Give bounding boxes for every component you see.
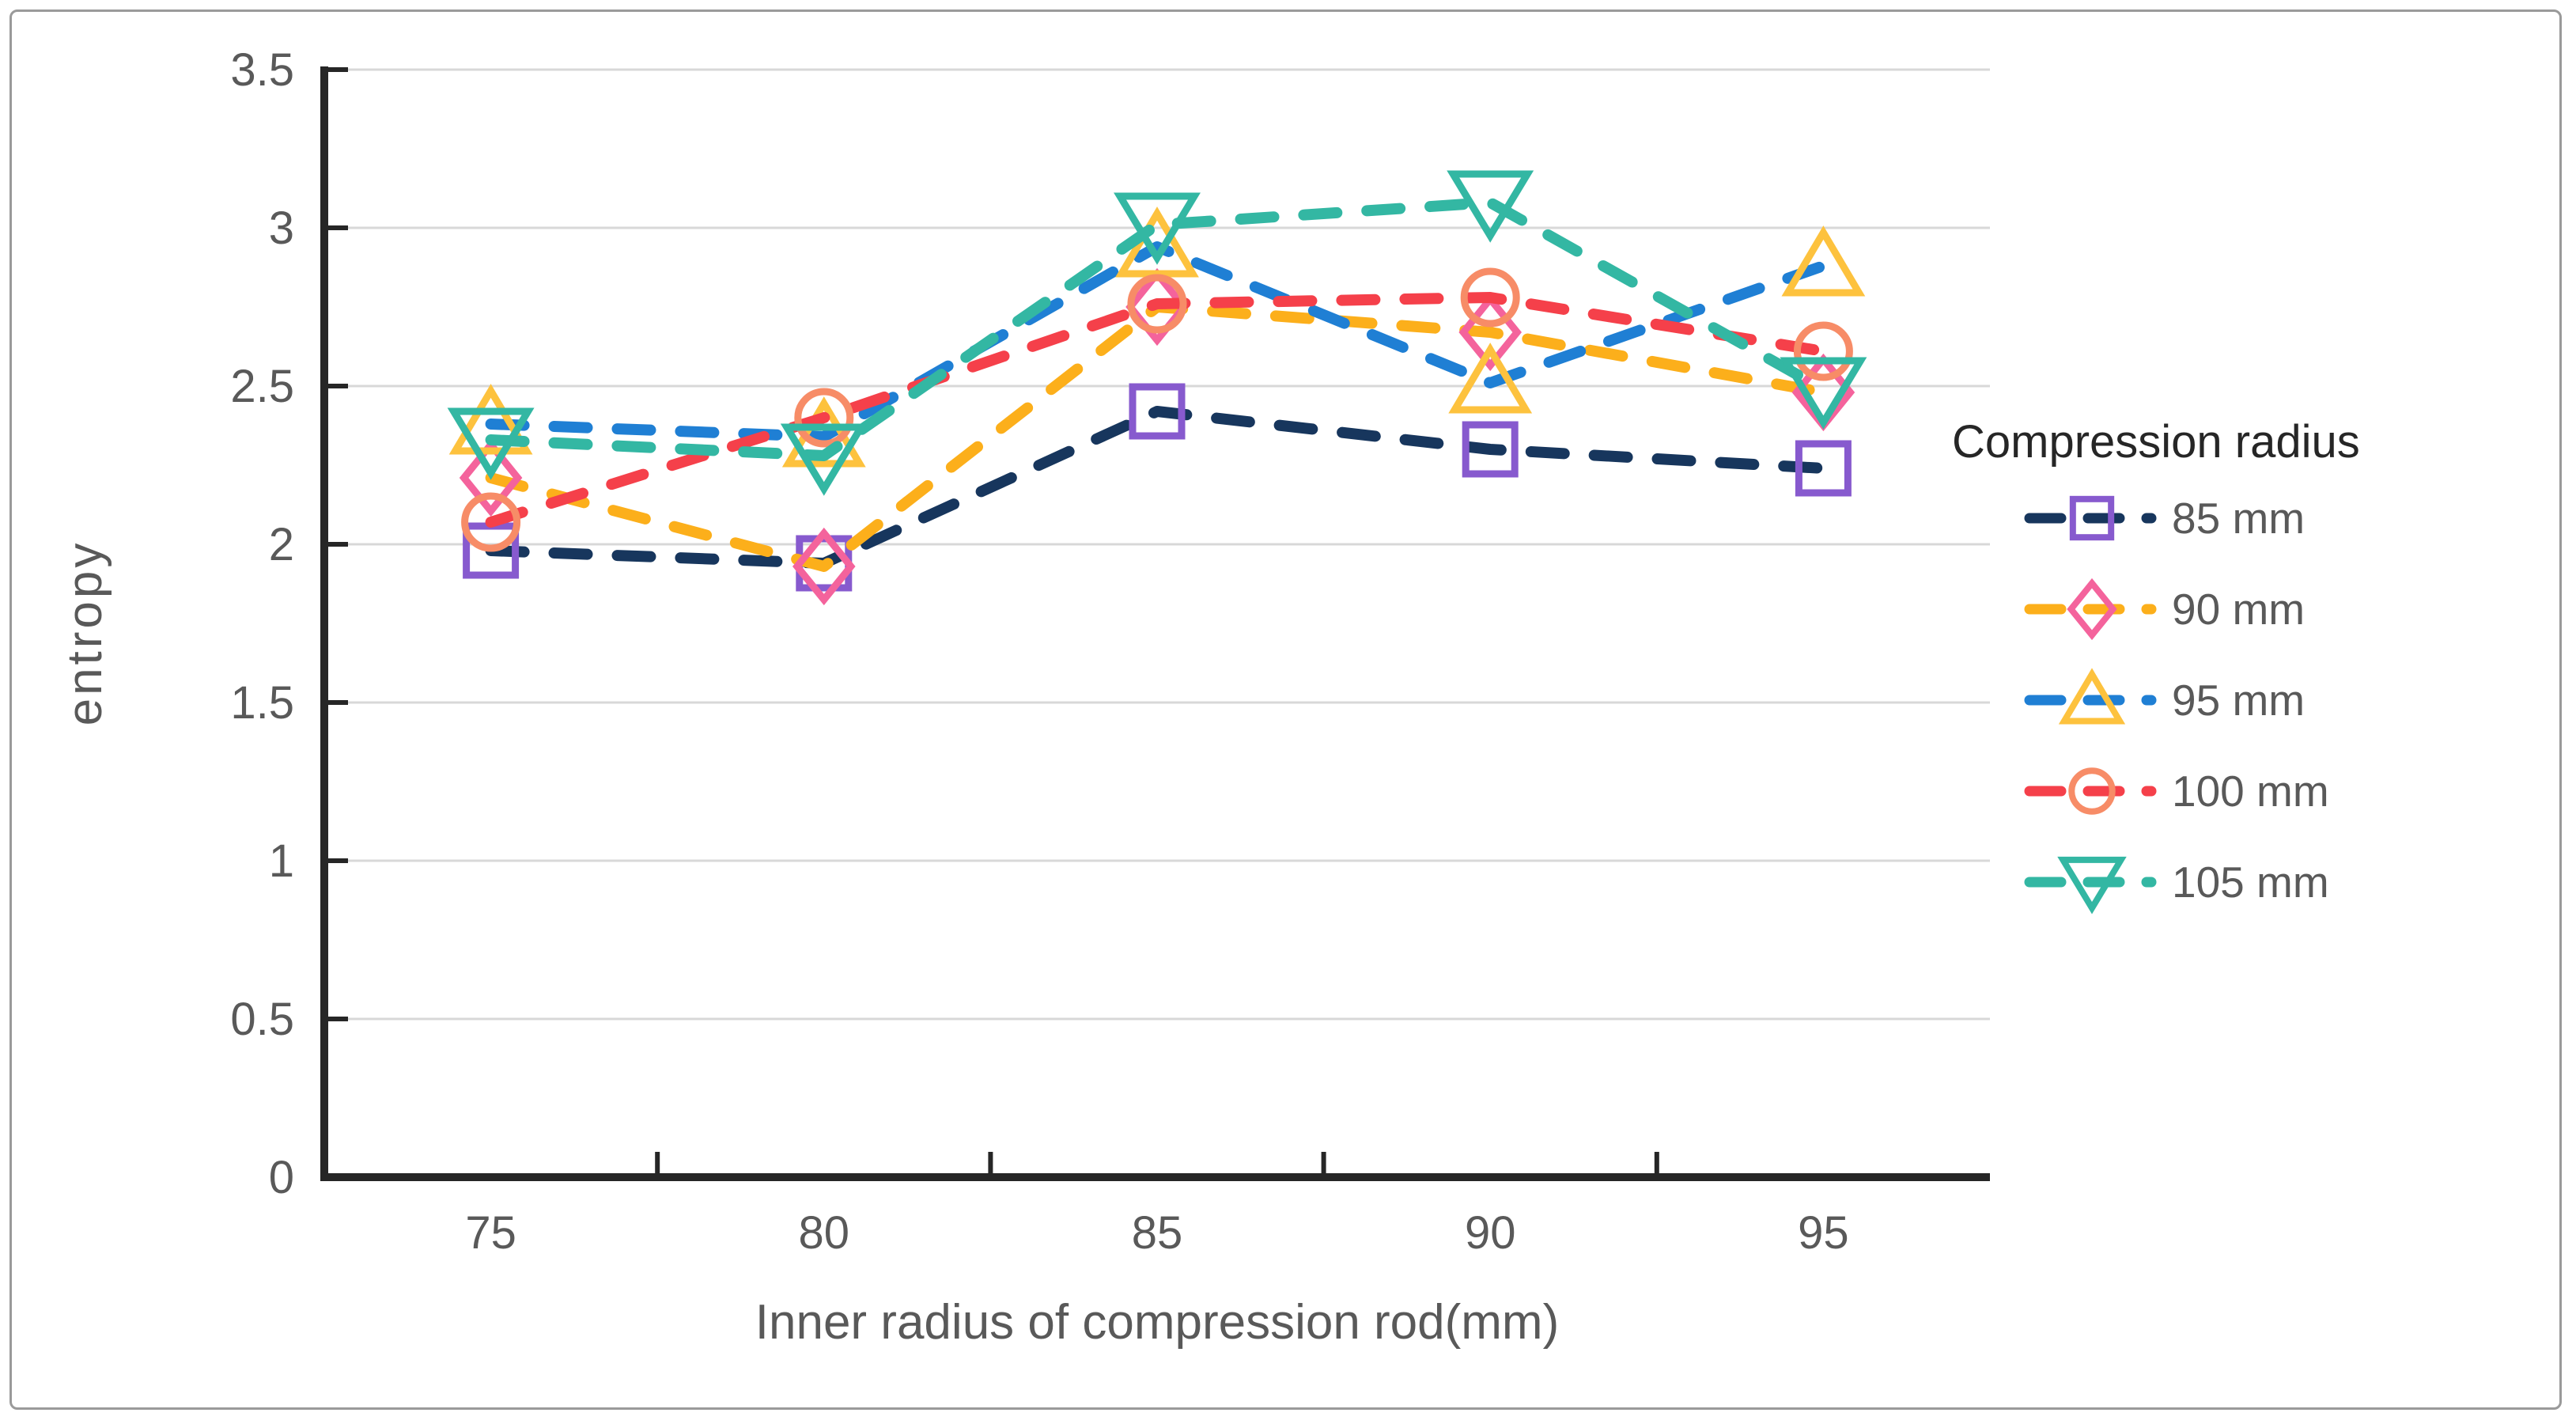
data-point-marker-105-mm — [1780, 357, 1867, 430]
data-point-marker-105-mm — [780, 423, 868, 496]
data-point-marker-95-mm — [448, 384, 533, 455]
x-tick-label: 80 — [799, 1207, 850, 1259]
y-tick-label: 1.5 — [230, 677, 294, 729]
data-point-marker-90-mm — [459, 438, 523, 517]
data-point-marker-95-mm — [1781, 225, 1866, 297]
legend-marker-90-mm — [2067, 578, 2117, 641]
data-point-marker-105-mm — [1114, 192, 1201, 265]
y-axis-title: entropy — [58, 540, 112, 726]
legend-label-90-mm: 90 mm — [2172, 585, 2305, 634]
x-tick-label: 95 — [1798, 1207, 1849, 1259]
legend-marker-85-mm — [2069, 495, 2115, 541]
legend-title: Compression radius — [1952, 416, 2360, 468]
x-axis-title: Inner radius of compression rod(mm) — [755, 1295, 1559, 1350]
legend-label-100-mm: 100 mm — [2172, 767, 2329, 816]
series-line-95-mm — [485, 241, 1829, 442]
legend-label-95-mm: 95 mm — [2172, 676, 2305, 725]
series-line-100-mm — [485, 292, 1829, 528]
y-tick-label: 2.5 — [230, 361, 294, 412]
x-tick-label: 90 — [1465, 1207, 1516, 1259]
series-line-85-mm — [485, 406, 1829, 569]
data-point-marker-100-mm — [794, 388, 854, 448]
data-point-marker-100-mm — [1460, 267, 1520, 328]
y-tick-label: 3.5 — [230, 44, 294, 96]
legend-label-105-mm: 105 mm — [2172, 858, 2329, 907]
data-point-marker-85-mm — [1795, 440, 1852, 497]
data-point-marker-95-mm — [1448, 343, 1533, 414]
y-tick-label: 0 — [269, 1152, 294, 1203]
y-tick-label: 3 — [269, 203, 294, 254]
data-point-marker-105-mm — [1447, 170, 1534, 243]
data-point-marker-85-mm — [1462, 421, 1519, 478]
legend-marker-100-mm — [2068, 767, 2116, 815]
y-tick-label: 2 — [269, 519, 294, 570]
data-point-marker-85-mm — [1129, 383, 1186, 440]
x-tick-label: 85 — [1132, 1207, 1183, 1259]
legend-marker-95-mm — [2058, 668, 2126, 725]
series-line-105-mm — [485, 197, 1829, 461]
data-point-marker-90-mm — [1458, 293, 1522, 372]
data-point-marker-90-mm — [1125, 267, 1189, 347]
y-tick-label: 1 — [269, 835, 294, 887]
x-tick-label: 75 — [465, 1207, 516, 1259]
y-tick-label: 0.5 — [230, 994, 294, 1045]
data-point-marker-90-mm — [792, 527, 856, 606]
data-point-marker-100-mm — [1793, 321, 1853, 381]
data-point-marker-100-mm — [1127, 274, 1187, 334]
legend-label-85-mm: 85 mm — [2172, 494, 2305, 543]
legend-marker-105-mm — [2057, 856, 2127, 915]
data-point-marker-100-mm — [461, 492, 521, 552]
data-point-marker-105-mm — [447, 407, 535, 480]
